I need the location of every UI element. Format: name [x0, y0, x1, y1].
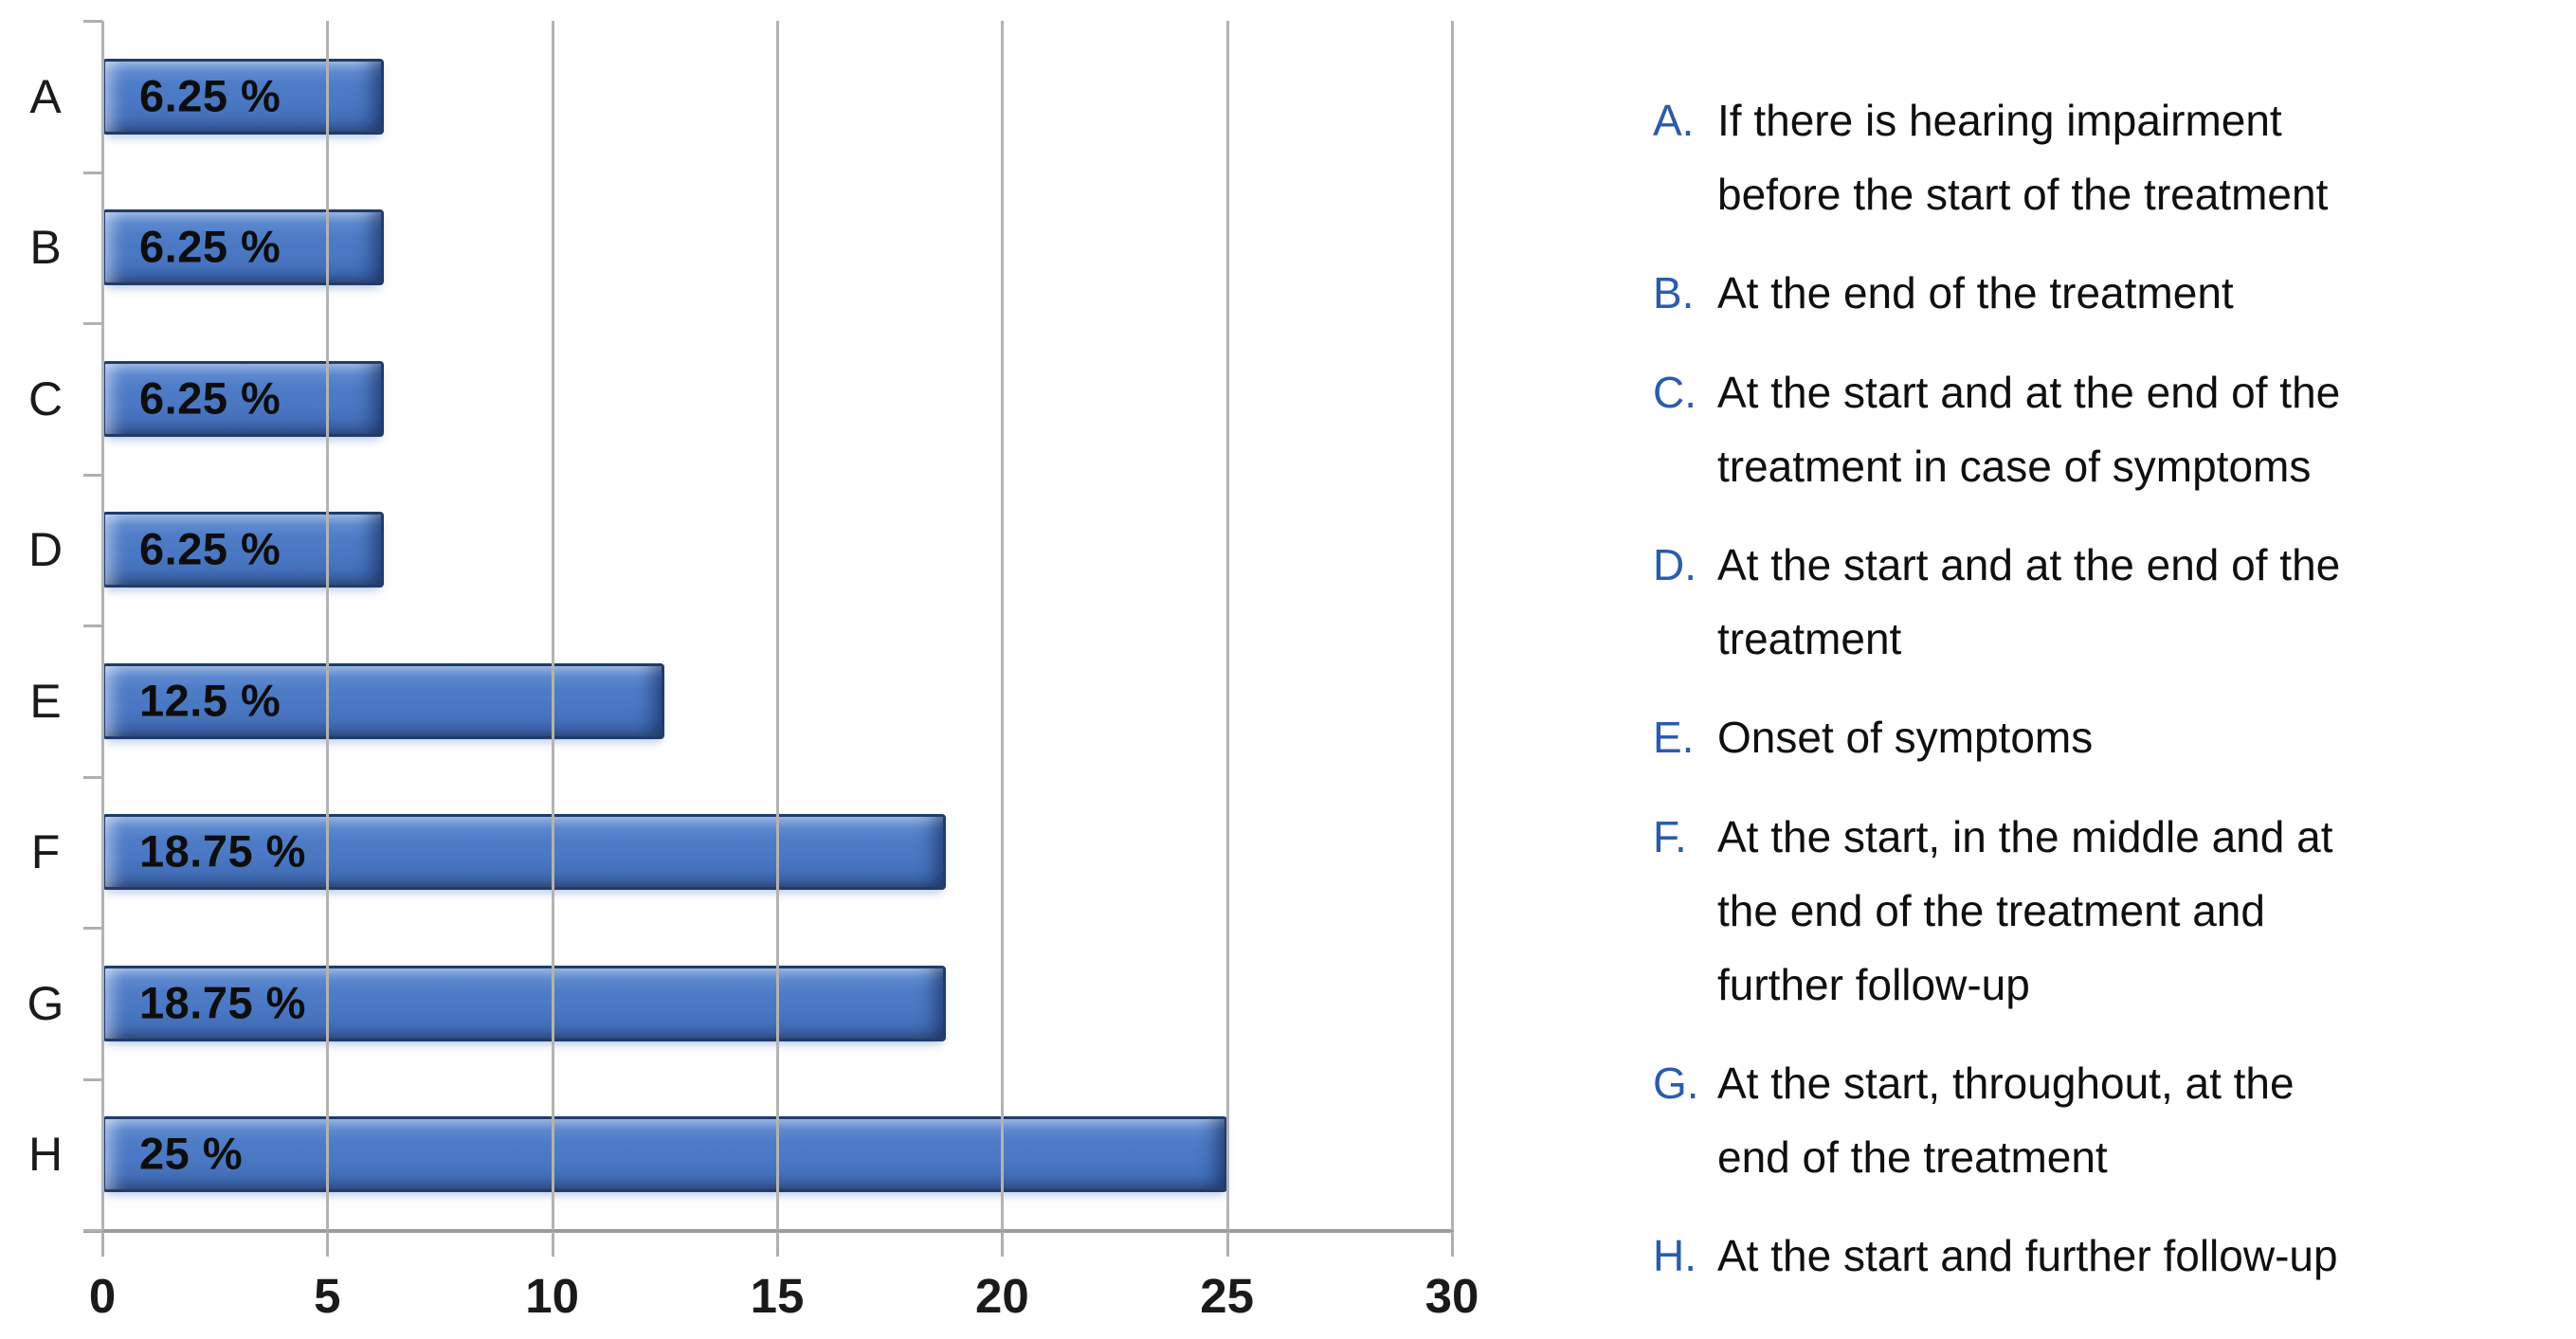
bar-value-label: 6.25 %	[139, 523, 281, 574]
bar-value-label: 18.75 %	[139, 825, 306, 877]
x-axis-tick	[1225, 1232, 1229, 1257]
x-tick-label: 25	[1200, 1269, 1255, 1323]
bar: 6.25 %	[102, 58, 384, 135]
bar-value-label: 6.25 %	[139, 372, 281, 424]
bar-row: G 18.75 %	[27, 928, 1452, 1079]
x-axis-tick	[326, 1232, 330, 1257]
y-axis-tick	[83, 624, 102, 627]
legend-item: B. At the end of the treatment	[1653, 256, 2559, 330]
gridline	[1225, 21, 1229, 1230]
x-axis-tick	[1451, 1232, 1454, 1257]
y-axis-tick	[83, 927, 102, 930]
x-axis-line	[83, 1229, 1454, 1233]
bar-row: E 12.5 %	[29, 625, 1452, 777]
category-label: H	[27, 1128, 63, 1182]
y-axis-tick	[83, 1077, 102, 1081]
legend-text: At the start and at the end of the treat…	[1717, 539, 2341, 664]
bar-row: A 6.25 %	[29, 21, 1452, 172]
legend-letter: D.	[1653, 539, 1696, 589]
bar-row: F 18.75 %	[31, 777, 1452, 929]
bar: 12.5 %	[102, 662, 665, 739]
y-axis-tick	[83, 171, 102, 174]
category-label: F	[30, 825, 61, 879]
x-tick-label: 15	[750, 1269, 805, 1323]
legend-letter: C.	[1653, 367, 1696, 417]
legend-item: H. At the start and further follow-up	[1653, 1219, 2559, 1293]
bar-rows: A 6.25 % B 6.25 % C 6.25 % D 6.25 %	[27, 21, 1452, 1231]
category-label: G	[27, 976, 64, 1030]
bar: 6.25 %	[102, 209, 384, 286]
gridline	[551, 21, 554, 1230]
legend-letter: E.	[1653, 713, 1695, 763]
legend-item: F. At the start, in the middle and at th…	[1653, 800, 2559, 1022]
category-label: B	[29, 221, 62, 275]
legend-text: Onset of symptoms	[1717, 713, 2094, 763]
legend-text: At the start, throughout, at the end of …	[1717, 1059, 2295, 1183]
x-axis-tick	[101, 1232, 104, 1257]
bar: 6.25 %	[102, 512, 384, 588]
y-axis-tick	[83, 775, 102, 779]
legend-letter: G.	[1653, 1059, 1699, 1109]
category-label: A	[29, 69, 62, 123]
bar-row: C 6.25 %	[28, 323, 1452, 475]
gridline	[1451, 21, 1454, 1230]
legend-item: C. At the start and at the end of the tr…	[1653, 355, 2559, 503]
legend-item: A. If there is hearing impairment before…	[1653, 83, 2559, 231]
gridline	[101, 21, 104, 1230]
x-tick-label: 30	[1424, 1269, 1479, 1323]
legend-letter: F.	[1653, 811, 1687, 861]
bar-row: D 6.25 %	[28, 475, 1452, 626]
legend-text: If there is hearing impairment before th…	[1717, 96, 2329, 220]
y-axis-tick	[83, 473, 102, 477]
x-axis-tick	[776, 1232, 779, 1257]
gridline	[326, 21, 330, 1230]
bar: 18.75 %	[102, 814, 946, 891]
legend-letter: H.	[1653, 1231, 1696, 1281]
gridline	[776, 21, 779, 1230]
plot-area: A 6.25 % B 6.25 % C 6.25 % D 6.25 %	[27, 20, 1478, 1323]
bar-value-label: 25 %	[139, 1128, 244, 1179]
category-label: D	[27, 523, 63, 577]
category-label: C	[27, 371, 63, 425]
y-axis-tick	[83, 1229, 102, 1232]
x-tick-label: 5	[314, 1269, 341, 1323]
legend-text: At the start and at the end of the treat…	[1717, 367, 2341, 491]
bar: 25 %	[102, 1116, 1227, 1193]
bar-value-label: 18.75 %	[139, 977, 306, 1028]
bar-value-label: 6.25 %	[139, 221, 281, 272]
legend-letter: A.	[1653, 96, 1695, 145]
bar: 18.75 %	[102, 965, 946, 1041]
x-tick-label: 0	[88, 1269, 117, 1323]
x-tick-label: 20	[974, 1269, 1029, 1323]
gridline	[1001, 21, 1005, 1230]
legend-item: E. Onset of symptoms	[1653, 700, 2559, 774]
bar-value-label: 6.25 %	[139, 70, 281, 121]
x-axis-tick	[551, 1232, 554, 1257]
bar: 6.25 %	[102, 360, 384, 437]
legend-text: At the start and further follow-up	[1717, 1231, 2338, 1281]
legend-text: At the end of the treatment	[1717, 268, 2234, 318]
legend-text: At the start, in the middle and at the e…	[1717, 811, 2333, 1009]
category-label: E	[29, 674, 62, 728]
legend-item: D. At the start and at the end of the tr…	[1653, 528, 2559, 676]
x-axis-tick	[1001, 1232, 1005, 1257]
legend-item: G. At the start, throughout, at the end …	[1653, 1046, 2559, 1194]
y-axis-tick	[83, 322, 102, 325]
y-axis-tick	[83, 20, 102, 23]
bar-value-label: 12.5 %	[139, 675, 281, 726]
x-tick-label: 10	[525, 1269, 580, 1323]
legend: A. If there is hearing impairment before…	[1653, 83, 2559, 1318]
bar-row: H 25 %	[28, 1079, 1452, 1231]
legend-letter: B.	[1653, 268, 1695, 318]
